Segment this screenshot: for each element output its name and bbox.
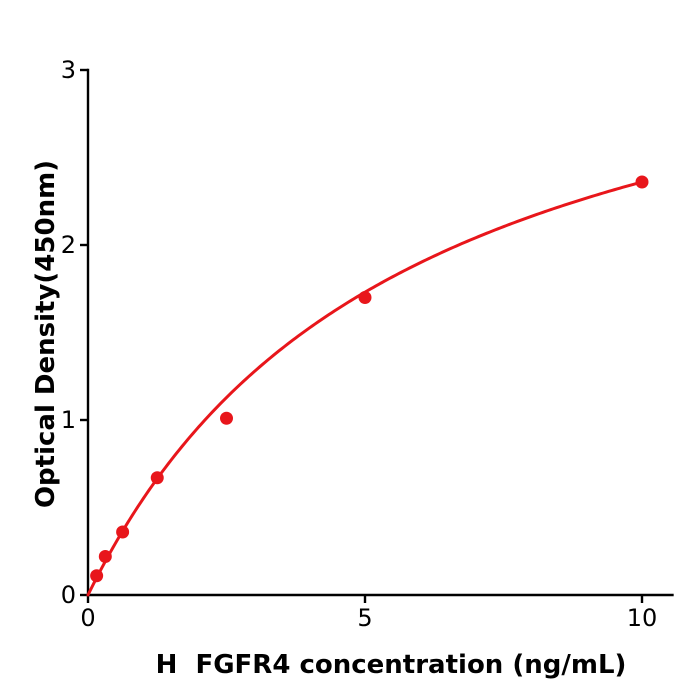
y-tick-label: 2: [61, 231, 76, 259]
y-tick-label: 1: [61, 406, 76, 434]
data-point: [635, 175, 649, 189]
data-point: [358, 291, 372, 304]
x-tick-label: 0: [80, 604, 95, 632]
x-tick-label: 10: [627, 604, 658, 632]
data-point: [98, 550, 112, 563]
y-tick-label: 0: [61, 581, 76, 609]
data-point: [220, 411, 233, 425]
y-tick-label: 3: [61, 56, 76, 84]
x-axis-title: H FGFR4 concentration (ng/mL): [155, 650, 627, 680]
data-point: [150, 471, 164, 485]
y-axis-title: Optical Density(450nm): [31, 159, 61, 509]
data-point: [90, 569, 104, 583]
plot-axes: [86, 68, 674, 597]
x-tick-label: 5: [357, 604, 372, 632]
data-point: [116, 525, 130, 539]
fit-curve: [86, 180, 644, 597]
